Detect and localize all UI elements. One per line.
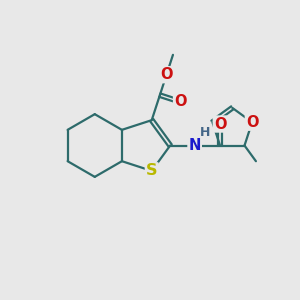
Text: N: N: [188, 138, 201, 153]
Text: O: O: [160, 67, 173, 82]
Text: S: S: [146, 164, 158, 178]
Text: H: H: [200, 126, 210, 139]
Text: O: O: [174, 94, 187, 109]
Text: O: O: [214, 116, 226, 131]
Text: O: O: [246, 115, 258, 130]
